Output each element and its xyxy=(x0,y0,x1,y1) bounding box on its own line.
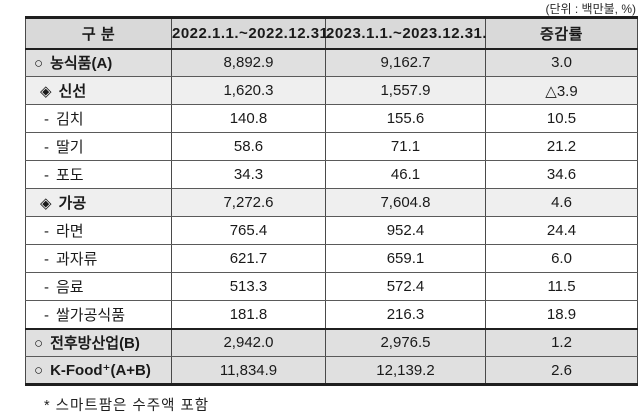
table-row: - 음료 513.3 572.4 11.5 xyxy=(25,272,638,301)
value-2023: 9,162.7 xyxy=(325,48,486,77)
value-2022: 765.4 xyxy=(171,216,326,245)
value-2023: 1,557.9 xyxy=(325,76,486,105)
table-row: ◈ 신선 1,620.3 1,557.9 △3.9 xyxy=(25,76,638,105)
row-label-cell: - 포도 xyxy=(25,160,172,189)
row-bullet-icon: - xyxy=(44,139,49,156)
row-label: 쌀가공식품 xyxy=(56,306,126,324)
row-bullet-icon: - xyxy=(44,251,49,268)
change-rate: △3.9 xyxy=(485,76,638,105)
value-2023: 46.1 xyxy=(325,160,486,189)
row-bullet-icon: ○ xyxy=(34,362,44,379)
table-header-row: 구 분 2022.1.1.~2022.12.31. 2023.1.1.~2023… xyxy=(25,17,638,50)
row-label: 김치 xyxy=(56,111,84,128)
row-label-cell: ◈ 가공 xyxy=(25,188,172,217)
change-rate: 34.6 xyxy=(485,160,638,189)
change-rate: 6.0 xyxy=(485,244,638,273)
row-bullet-icon: ○ xyxy=(34,335,44,353)
value-2023: 952.4 xyxy=(325,216,486,245)
value-2022: 1,620.3 xyxy=(171,76,326,105)
value-2023: 572.4 xyxy=(325,272,486,301)
change-rate: 21.2 xyxy=(485,132,638,161)
change-rate: 10.5 xyxy=(485,104,638,133)
value-2022: 58.6 xyxy=(171,132,326,161)
row-bullet-icon: - xyxy=(44,167,49,184)
value-2023: 2,976.5 xyxy=(325,327,486,357)
value-2022: 181.8 xyxy=(171,300,326,329)
table-row: - 포도 34.3 46.1 34.6 xyxy=(25,160,638,189)
row-label-cell: - 음료 xyxy=(25,272,172,301)
row-bullet-icon: - xyxy=(44,279,49,296)
row-label: 라면 xyxy=(56,223,84,240)
table-row: ○ K-Food⁺(A+B) 11,834.9 12,139.2 2.6 xyxy=(25,356,638,385)
row-label-cell: - 라면 xyxy=(25,216,172,245)
value-2022: 8,892.9 xyxy=(171,48,326,77)
table-row: - 김치 140.8 155.6 10.5 xyxy=(25,104,638,133)
row-label-cell: ◈ 신선 xyxy=(25,76,172,105)
unit-note: (단위 : 백만불, %) xyxy=(545,2,636,16)
value-2022: 621.7 xyxy=(171,244,326,273)
change-rate: 3.0 xyxy=(485,48,638,77)
header-period-2022: 2022.1.1.~2022.12.31. xyxy=(171,17,333,50)
row-label: 과자류 xyxy=(56,251,98,268)
row-label-cell: ○ 농식품(A) xyxy=(25,48,172,77)
value-2023: 659.1 xyxy=(325,244,486,273)
value-2022: 2,942.0 xyxy=(171,327,326,357)
table-body: ○ 농식품(A) 8,892.9 9,162.7 3.0 ◈ 신선 1,620.3 1,557.… xyxy=(25,48,638,385)
change-rate: 11.5 xyxy=(485,272,638,301)
row-bullet-icon: - xyxy=(44,111,49,128)
row-label: 농식품(A) xyxy=(50,55,113,73)
row-label-cell: ○ K-Food⁺(A+B) xyxy=(25,356,172,385)
row-label-cell: - 쌀가공식품 xyxy=(25,300,172,329)
change-rate: 18.9 xyxy=(485,300,638,329)
table-row: ◈ 가공 7,272.6 7,604.8 4.6 xyxy=(25,188,638,217)
table-row: ○ 전후방산업(B) 2,942.0 2,976.5 1.2 xyxy=(25,327,638,357)
change-rate: 2.6 xyxy=(485,356,638,385)
row-label: 전후방산업(B) xyxy=(50,335,140,353)
table-row: - 과자류 621.7 659.1 6.0 xyxy=(25,244,638,273)
table-row: - 쌀가공식품 181.8 216.3 18.9 xyxy=(25,300,638,329)
row-label: 포도 xyxy=(56,167,84,184)
change-rate: 24.4 xyxy=(485,216,638,245)
table-row: ○ 농식품(A) 8,892.9 9,162.7 3.0 xyxy=(25,48,638,77)
value-2023: 71.1 xyxy=(325,132,486,161)
row-bullet-icon: ○ xyxy=(34,55,44,73)
value-2022: 140.8 xyxy=(171,104,326,133)
value-2022: 11,834.9 xyxy=(171,356,326,385)
row-bullet-icon: ◈ xyxy=(40,195,52,212)
change-rate: 1.2 xyxy=(485,327,638,357)
change-rate: 4.6 xyxy=(485,188,638,217)
row-label: 딸기 xyxy=(56,139,84,156)
row-label: 가공 xyxy=(58,195,87,212)
row-label: 음료 xyxy=(56,279,84,296)
row-label: 신선 xyxy=(58,83,87,100)
row-bullet-icon: - xyxy=(44,306,49,324)
footnote: * 스마트팜은 수주액 포함 xyxy=(44,398,210,414)
value-2023: 155.6 xyxy=(325,104,486,133)
value-2022: 513.3 xyxy=(171,272,326,301)
header-category: 구 분 xyxy=(25,17,172,50)
header-period-2023: 2023.1.1.~2023.12.31. xyxy=(325,17,487,50)
table-row: - 딸기 58.6 71.1 21.2 xyxy=(25,132,638,161)
value-2023: 216.3 xyxy=(325,300,486,329)
table-row: - 라면 765.4 952.4 24.4 xyxy=(25,216,638,245)
row-bullet-icon: - xyxy=(44,223,49,240)
header-change-rate: 증감률 xyxy=(485,17,638,50)
row-label-cell: - 김치 xyxy=(25,104,172,133)
row-label-cell: ○ 전후방산업(B) xyxy=(25,327,172,357)
value-2022: 34.3 xyxy=(171,160,326,189)
kfood-export-table: 구 분 2022.1.1.~2022.12.31. 2023.1.1.~2023… xyxy=(25,16,638,386)
value-2022: 7,272.6 xyxy=(171,188,326,217)
value-2023: 12,139.2 xyxy=(325,356,486,385)
row-label-cell: - 과자류 xyxy=(25,244,172,273)
row-label: K-Food⁺(A+B) xyxy=(50,362,151,379)
row-label-cell: - 딸기 xyxy=(25,132,172,161)
row-bullet-icon: ◈ xyxy=(40,83,52,100)
value-2023: 7,604.8 xyxy=(325,188,486,217)
